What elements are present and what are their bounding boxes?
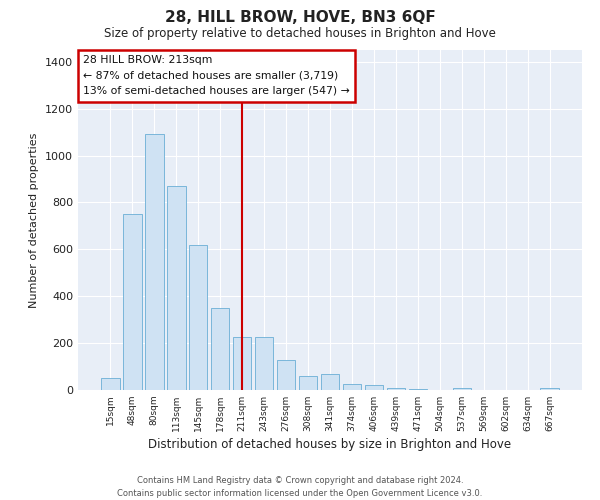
Bar	[343, 384, 361, 390]
Text: Contains HM Land Registry data © Crown copyright and database right 2024.
Contai: Contains HM Land Registry data © Crown c…	[118, 476, 482, 498]
Text: 28 HILL BROW: 213sqm
← 87% of detached houses are smaller (3,719)
13% of semi-de: 28 HILL BROW: 213sqm ← 87% of detached h…	[83, 55, 350, 96]
Y-axis label: Number of detached properties: Number of detached properties	[29, 132, 40, 308]
Bar	[409, 389, 427, 390]
X-axis label: Distribution of detached houses by size in Brighton and Hove: Distribution of detached houses by size …	[148, 438, 512, 451]
Bar	[386, 388, 405, 390]
Bar	[452, 388, 471, 390]
Bar	[277, 360, 295, 390]
Bar	[255, 337, 274, 390]
Bar	[167, 186, 185, 390]
Bar	[101, 378, 119, 390]
Bar	[145, 134, 164, 390]
Bar	[189, 244, 208, 390]
Bar	[541, 388, 559, 390]
Bar	[211, 308, 229, 390]
Bar	[320, 374, 340, 390]
Bar	[299, 376, 317, 390]
Text: 28, HILL BROW, HOVE, BN3 6QF: 28, HILL BROW, HOVE, BN3 6QF	[164, 10, 436, 25]
Bar	[123, 214, 142, 390]
Text: Size of property relative to detached houses in Brighton and Hove: Size of property relative to detached ho…	[104, 28, 496, 40]
Bar	[365, 386, 383, 390]
Bar	[233, 337, 251, 390]
